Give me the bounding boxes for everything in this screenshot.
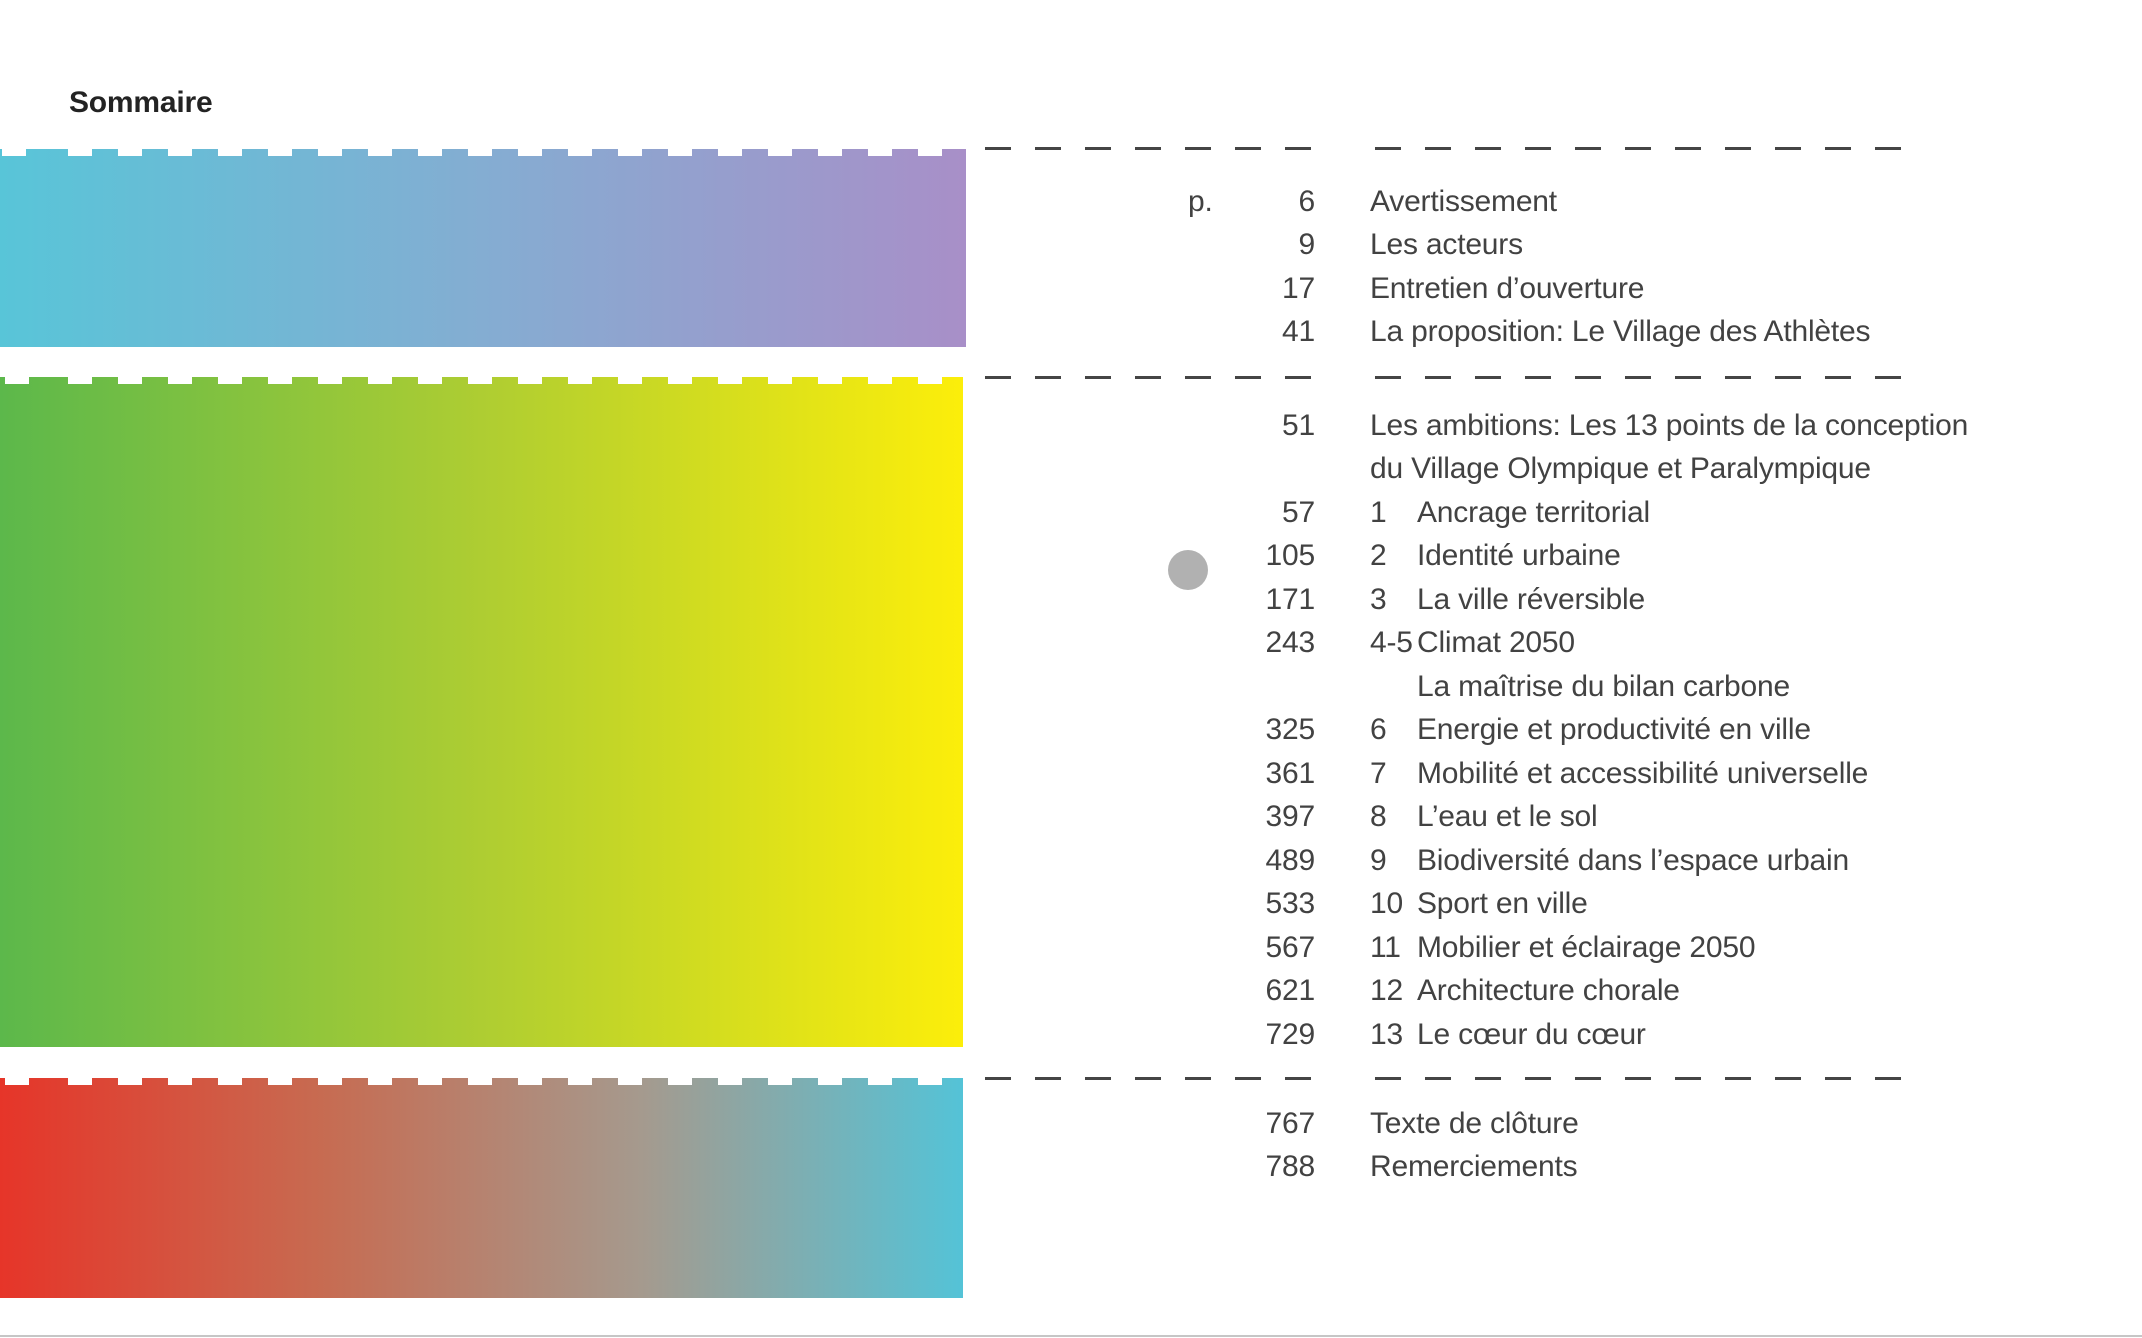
toc-row: 105 2 Identité urbaine (1150, 535, 2140, 579)
page-number: 621 (1265, 974, 1316, 1008)
page-number: 105 (1265, 539, 1316, 573)
toc-row: La maîtrise du bilan carbone (1150, 665, 2140, 709)
toc-title: La maîtrise du bilan carbone (1417, 669, 1790, 703)
toc-title: Les ambitions: Les 13 points de la conce… (1370, 408, 1969, 442)
toc-row: 533 10 Sport en ville (1150, 883, 2140, 927)
page-number: 17 (1282, 271, 1315, 305)
page-number: 489 (1265, 843, 1316, 877)
chapter-number: 8 (1370, 800, 1387, 834)
page-number: 325 (1265, 713, 1316, 747)
page-number: 567 (1265, 930, 1316, 964)
toc-title: Architecture chorale (1417, 974, 1680, 1008)
chapter-number: 6 (1370, 713, 1387, 747)
toc-section-ambitions: 51 Les ambitions: Les 13 points de la con… (1150, 404, 2140, 1057)
toc-row: 9 Les acteurs (1150, 224, 2140, 268)
page-number: 51 (1282, 408, 1315, 442)
page-number: 767 (1265, 1106, 1316, 1140)
page-abbreviation-label: p. (1188, 184, 1213, 218)
toc-section-closing: 767 Texte de clôture 788 Remerciements (1150, 1102, 2140, 1189)
page-number: 41 (1282, 315, 1315, 349)
page-number: 729 (1265, 1017, 1316, 1051)
toc-title: Entretien d’ouverture (1370, 271, 1645, 305)
section-divider-dash (1375, 376, 1920, 379)
toc-title: Ancrage territorial (1417, 495, 1650, 529)
toc-title: Mobilité et accessibilité universelle (1417, 756, 1869, 790)
chapter-number: 11 (1370, 930, 1401, 964)
page-number: 533 (1265, 887, 1316, 921)
chapter-number: 1 (1370, 495, 1387, 529)
page-number: 243 (1265, 626, 1316, 660)
toc-title: L’eau et le sol (1417, 800, 1598, 834)
toc-row: 325 6 Energie et productivité en ville (1150, 709, 2140, 753)
section-divider-dash (985, 1077, 1318, 1080)
chapter-number: 2 (1370, 539, 1387, 573)
toc-title: Texte de clôture (1370, 1106, 1579, 1140)
toc-row: 621 12 Architecture chorale (1150, 970, 2140, 1014)
toc-row: 767 Texte de clôture (1150, 1102, 2140, 1146)
toc-section-intro: 6 Avertissement 9 Les acteurs 17 Entretien d’… (1150, 180, 2140, 354)
toc-row: 361 7 Mobilité et accessibilité universell… (1150, 752, 2140, 796)
toc-row: 567 11 Mobilier et éclairage 2050 (1150, 926, 2140, 970)
toc-title: Energie et productivité en ville (1417, 713, 1811, 747)
page-number: 397 (1265, 800, 1316, 834)
section-divider-dash (985, 376, 1318, 379)
section-divider-dash (985, 147, 1318, 150)
toc-row: 57 1 Ancrage territorial (1150, 491, 2140, 535)
toc-row: 489 9 Biodiversité dans l’espace urbain (1150, 839, 2140, 883)
gradient-bar-green-yellow (0, 377, 963, 1047)
toc-title: Le cœur du cœur (1417, 1017, 1646, 1051)
chapter-number: 4-5 (1370, 626, 1413, 660)
page-number: 361 (1265, 756, 1316, 790)
toc-title: La ville réversible (1417, 582, 1645, 616)
toc-row: 171 3 La ville réversible (1150, 578, 2140, 622)
page-number: 788 (1265, 1150, 1316, 1184)
toc-title: Identité urbaine (1417, 539, 1621, 573)
chapter-number: 13 (1370, 1017, 1403, 1051)
bottom-rule (0, 1335, 2142, 1337)
chapter-number: 3 (1370, 582, 1387, 616)
toc-row: 41 La proposition: Le Village des Athlète… (1150, 311, 2140, 355)
toc-row: 17 Entretien d’ouverture (1150, 267, 2140, 311)
page-number: 171 (1265, 582, 1316, 616)
toc-title: Avertissement (1370, 184, 1557, 218)
page-number: 9 (1298, 228, 1316, 262)
gradient-bar-red-cyan (0, 1078, 963, 1298)
toc-row: 729 13 Le cœur du cœur (1150, 1013, 2140, 1057)
toc-title: La proposition: Le Village des Athlètes (1370, 315, 1871, 349)
toc-title: Climat 2050 (1417, 626, 1575, 660)
gradient-bar-cyan-purple (0, 149, 966, 347)
toc-row: du Village Olympique et Paralympique (1150, 448, 2140, 492)
toc-row: 6 Avertissement (1150, 180, 2140, 224)
chapter-number: 9 (1370, 843, 1387, 877)
toc-title: Biodiversité dans l’espace urbain (1417, 843, 1849, 877)
toc-title: Sport en ville (1417, 887, 1588, 921)
toc-title: Les acteurs (1370, 228, 1523, 262)
chapter-number: 7 (1370, 756, 1387, 790)
chapter-number: 12 (1370, 974, 1403, 1008)
toc-title: Remerciements (1370, 1150, 1578, 1184)
marker-dot (1168, 550, 1208, 590)
toc-row: 788 Remerciements (1150, 1146, 2140, 1190)
toc-row: 243 4-5 Climat 2050 (1150, 622, 2140, 666)
toc-title: Mobilier et éclairage 2050 (1417, 930, 1756, 964)
section-divider-dash (1375, 147, 1920, 150)
toc-title: du Village Olympique et Paralympique (1370, 452, 1871, 486)
section-divider-dash (1375, 1077, 1920, 1080)
chapter-number: 10 (1370, 887, 1403, 921)
toc-row: 51 Les ambitions: Les 13 points de la con… (1150, 404, 2140, 448)
page-number: 6 (1298, 184, 1316, 218)
toc-row: 397 8 L’eau et le sol (1150, 796, 2140, 840)
page-number: 57 (1282, 495, 1315, 529)
page-title: Sommaire (69, 86, 213, 119)
